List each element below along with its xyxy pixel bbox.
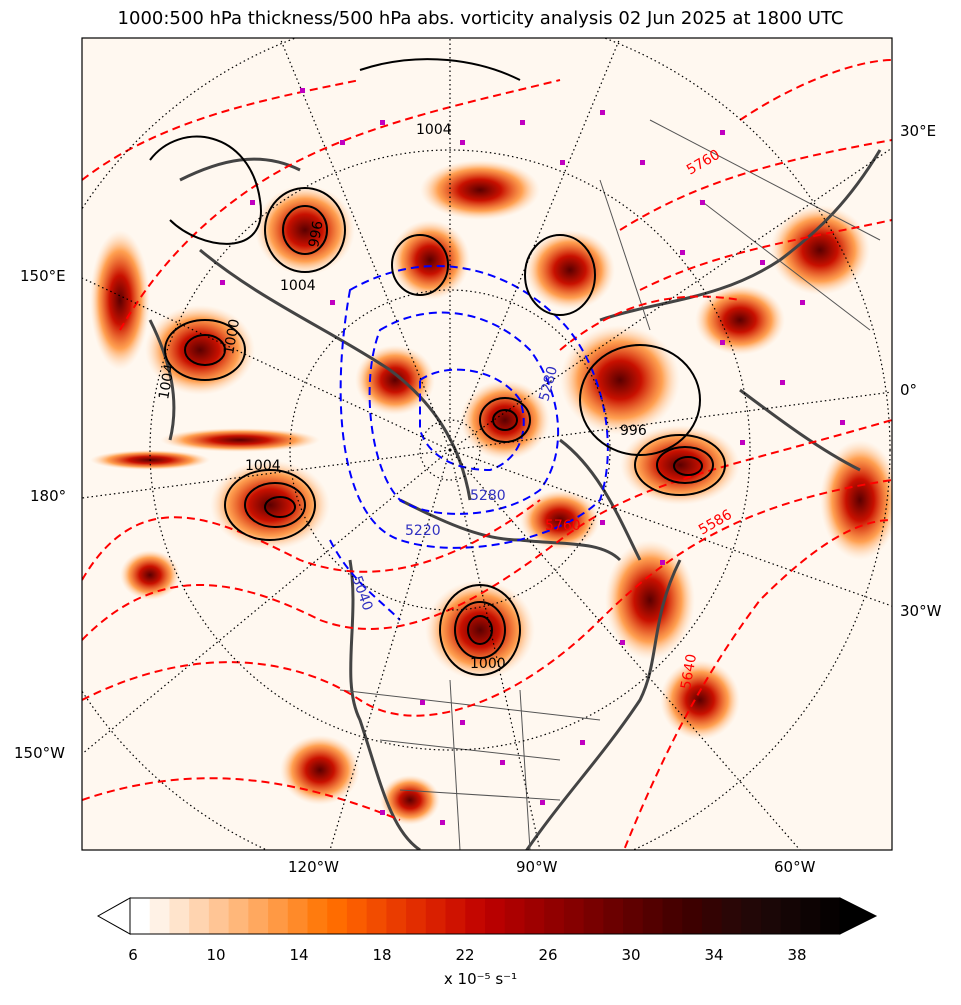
colorbar-cell [169, 898, 190, 934]
pressure-contours [149, 58, 726, 676]
colorbar-tick: 6 [128, 946, 138, 964]
graticule [82, 38, 892, 850]
vorticity-shading [90, 160, 892, 825]
colorbar-cell [327, 898, 348, 934]
thickness-label-2: 5640 [678, 653, 700, 691]
lon-label-30e: 30°E [900, 122, 937, 140]
colorbar-cell [583, 898, 604, 934]
colorbar-tick: 34 [704, 946, 724, 964]
colorbar-cell [149, 898, 170, 934]
colorbar-cell [563, 898, 585, 934]
colorbar-cell [287, 898, 308, 934]
colorbar-cell [366, 898, 387, 934]
colorbar-cell [721, 898, 742, 934]
colorbar-cell [248, 898, 269, 934]
colorbar-cell [465, 898, 486, 934]
colorbar-tick: 14 [289, 946, 309, 964]
colorbar-cell [189, 898, 210, 934]
colorbar-cell [268, 898, 289, 934]
lon-label-120w: 120°W [288, 858, 339, 876]
lon-label-90w: 90°W [516, 858, 558, 876]
colorbar-max-extend [839, 897, 878, 935]
lon-label-150w: 150°W [14, 744, 65, 762]
pressure-label-1: 1004 [416, 122, 452, 138]
colorbar-tick: 38 [787, 946, 807, 964]
colorbar-cell [800, 898, 821, 934]
colorbar-cell [820, 898, 841, 934]
colorbar-cell [228, 898, 249, 934]
lon-label-30w: 30°W [900, 602, 942, 620]
colorbar-cell [485, 898, 506, 934]
colorbar-tick: 18 [372, 946, 392, 964]
colorbar-tick: 30 [621, 946, 641, 964]
pressure-label-6: 996 [620, 423, 647, 439]
pressure-label-2: 1004 [280, 278, 316, 294]
colorbar-cell [307, 898, 328, 934]
map-frame [81, 37, 893, 851]
colorbar [96, 897, 878, 935]
thickness-label-6: 5280 [470, 488, 506, 504]
colorbar-cell [524, 898, 545, 934]
colorbar-cell [544, 898, 565, 934]
colorbar-cell [662, 898, 683, 934]
pressure-label-3: 1004 [156, 363, 178, 401]
lon-label-150e: 150°E [20, 267, 66, 285]
pressure-label-8: 996 [306, 220, 326, 249]
colorbar-cell [406, 898, 427, 934]
thickness-contours-warm [82, 59, 892, 850]
colorbar-cell [504, 898, 525, 934]
colorbar-frame [129, 897, 841, 935]
colorbar-cell [780, 898, 802, 934]
colorbar-cell [130, 898, 151, 934]
colorbar-cell [445, 898, 466, 934]
thickness-label-7: 5220 [405, 523, 441, 539]
lon-label-0: 0° [900, 381, 918, 399]
colorbar-units: x 10⁻⁵ s⁻¹ [443, 970, 518, 988]
colorbar-cell [623, 898, 644, 934]
thickness-label-4: 5760 [545, 518, 581, 534]
colorbar-min-extend [96, 897, 131, 935]
chart-title: 1000:500 hPa thickness/500 hPa abs. vort… [117, 8, 844, 29]
colorbar-cell [682, 898, 703, 934]
colorbar-cell [425, 898, 447, 934]
colorbar-tick: 26 [538, 946, 558, 964]
colorbar-cell [701, 898, 723, 934]
thickness-contours-cold [329, 265, 609, 621]
lon-label-180: 180° [30, 487, 67, 505]
colorbar-cell [208, 898, 230, 934]
pressure-label-4: 1000 [221, 318, 243, 356]
station-markers [220, 88, 845, 825]
colorbar-cell [642, 898, 663, 934]
colorbar-cell [386, 898, 407, 934]
colorbar-tick: 22 [455, 946, 475, 964]
colorbar-cell [741, 898, 762, 934]
pressure-label-7: 1000 [470, 656, 506, 672]
colorbar-cell [346, 898, 368, 934]
colorbar-tick: 10 [206, 946, 226, 964]
colorbar-cell [603, 898, 624, 934]
pressure-label-5: 1004 [245, 458, 281, 474]
colorbar-cell [761, 898, 782, 934]
lon-label-60w: 60°W [774, 858, 816, 876]
